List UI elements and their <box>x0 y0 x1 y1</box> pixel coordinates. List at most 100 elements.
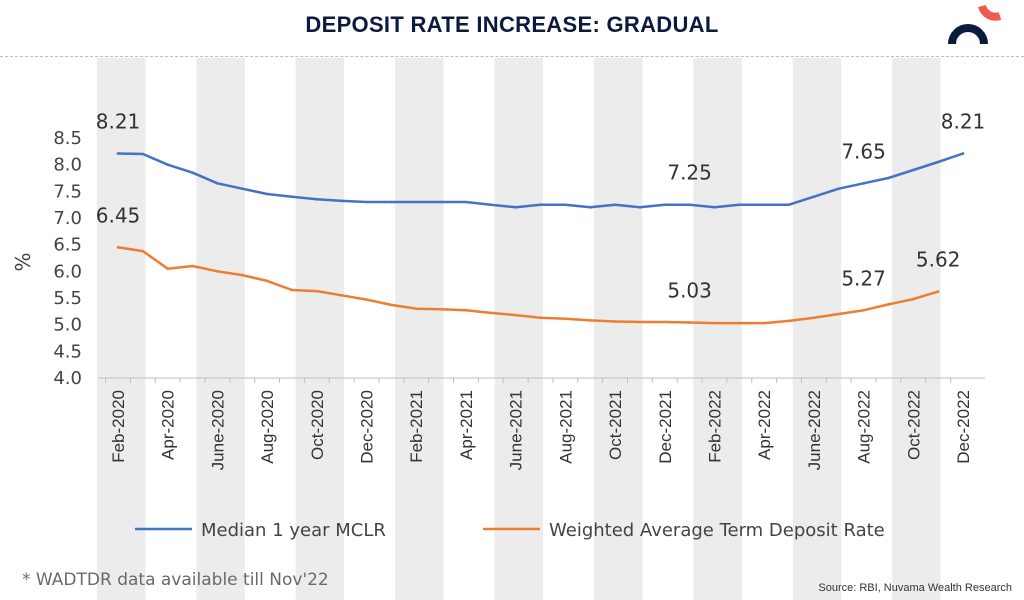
data-label: 8.21 <box>96 109 141 133</box>
y-tick-label: 8.5 <box>53 128 82 149</box>
x-tick-label: June-2021 <box>507 390 526 470</box>
data-point <box>539 203 542 206</box>
x-tick-label: Dec-2022 <box>954 390 973 464</box>
data-point <box>240 187 244 190</box>
data-point <box>961 152 965 155</box>
background-band <box>892 58 941 600</box>
page-title: DEPOSIT RATE INCREASE: GRADUAL <box>305 12 719 37</box>
data-labels: 8.21 7.25 7.65 8.21 6.45 5.03 5.27 5.62 <box>96 109 986 302</box>
data-point <box>862 182 865 185</box>
data-point <box>688 321 691 324</box>
data-label: 5.27 <box>841 266 886 290</box>
x-tick-label: Apr-2022 <box>755 390 774 460</box>
data-point <box>638 206 642 209</box>
data-point <box>464 308 468 312</box>
source-note: Source: RBI, Nuvama Wealth Research <box>818 582 1012 594</box>
data-point <box>911 168 915 172</box>
data-point <box>588 319 592 322</box>
data-point <box>439 307 443 311</box>
x-tick-label: Dec-2021 <box>656 390 675 464</box>
y-tick-label: 5.0 <box>53 315 82 336</box>
data-point <box>414 307 418 310</box>
y-tick-label: 7.5 <box>53 181 82 202</box>
data-point <box>414 200 418 204</box>
x-tick-label: Feb-2022 <box>705 390 724 463</box>
series-line-deposit <box>117 246 939 325</box>
data-point <box>936 160 940 164</box>
data-point <box>663 320 667 324</box>
logo-arc-top <box>978 4 1002 21</box>
data-point <box>812 316 816 320</box>
data-point <box>489 203 493 206</box>
x-tick-label: Oct-2022 <box>904 390 923 460</box>
background-band <box>295 58 345 600</box>
data-label: 5.03 <box>667 279 712 303</box>
data-point <box>439 200 443 204</box>
x-tick-label: Oct-2021 <box>606 390 625 460</box>
y-tick-label: 7.0 <box>53 208 82 229</box>
x-tick-label: Apr-2020 <box>159 390 178 460</box>
data-point <box>936 290 940 293</box>
legend: Median 1 year MCLR Weighted Average Term… <box>135 520 885 541</box>
data-point <box>713 321 716 325</box>
data-label: 6.45 <box>96 203 141 227</box>
data-point <box>240 273 244 277</box>
data-point <box>787 203 791 206</box>
data-point <box>116 246 120 249</box>
data-point <box>116 152 120 155</box>
x-tick-label: June-2022 <box>805 390 824 470</box>
background-bands <box>96 58 941 600</box>
x-tick-label: Apr-2021 <box>457 390 476 460</box>
data-point <box>216 270 219 273</box>
data-point <box>738 321 741 325</box>
background-band <box>96 58 146 600</box>
data-point <box>564 317 567 321</box>
x-tick-label: Aug-2022 <box>855 390 874 464</box>
background-band <box>196 58 245 600</box>
data-label: 7.25 <box>667 161 712 185</box>
data-point <box>340 294 343 297</box>
x-tick-label: Aug-2021 <box>556 390 575 464</box>
data-point <box>787 319 791 323</box>
background-band <box>494 58 543 600</box>
data-label: 5.62 <box>916 248 961 272</box>
data-point <box>613 203 617 206</box>
background-band <box>593 58 643 600</box>
footnote: * WADTDR data available till Nov'22 <box>22 570 329 590</box>
y-tick-label: 6.5 <box>53 235 82 256</box>
data-point <box>489 311 493 315</box>
legend-label-mclr: Median 1 year MCLR <box>201 520 386 541</box>
data-point <box>887 176 890 180</box>
x-tick-label: June-2020 <box>208 390 227 470</box>
data-point <box>290 288 294 292</box>
background-band <box>693 58 742 600</box>
data-point <box>762 321 766 325</box>
data-point <box>390 200 393 204</box>
background-band <box>395 58 444 600</box>
data-point <box>837 312 841 316</box>
data-point <box>340 199 343 203</box>
data-point <box>812 195 816 198</box>
data-point <box>265 192 269 196</box>
data-point <box>166 163 170 166</box>
data-point <box>862 308 865 312</box>
data-label: 8.21 <box>941 109 986 133</box>
x-tick-label: Feb-2021 <box>407 390 426 463</box>
x-tick-label: Dec-2020 <box>358 390 377 464</box>
data-point <box>564 203 567 206</box>
data-point <box>390 303 393 307</box>
data-label: 7.65 <box>841 139 886 163</box>
data-point <box>911 297 915 301</box>
data-point <box>141 249 145 253</box>
data-point <box>837 187 841 190</box>
y-axis: 8.5 8.0 7.5 7.0 6.5 6.0 5.5 5.0 4.5 4.0 <box>53 128 82 389</box>
data-point <box>539 316 542 320</box>
data-point <box>613 320 617 323</box>
data-point <box>464 200 468 204</box>
data-point <box>191 264 194 268</box>
y-tick-label: 4.0 <box>53 368 82 389</box>
nuvama-logo-icon <box>948 4 1002 45</box>
y-axis-title: % <box>11 252 35 271</box>
data-point <box>265 279 269 283</box>
